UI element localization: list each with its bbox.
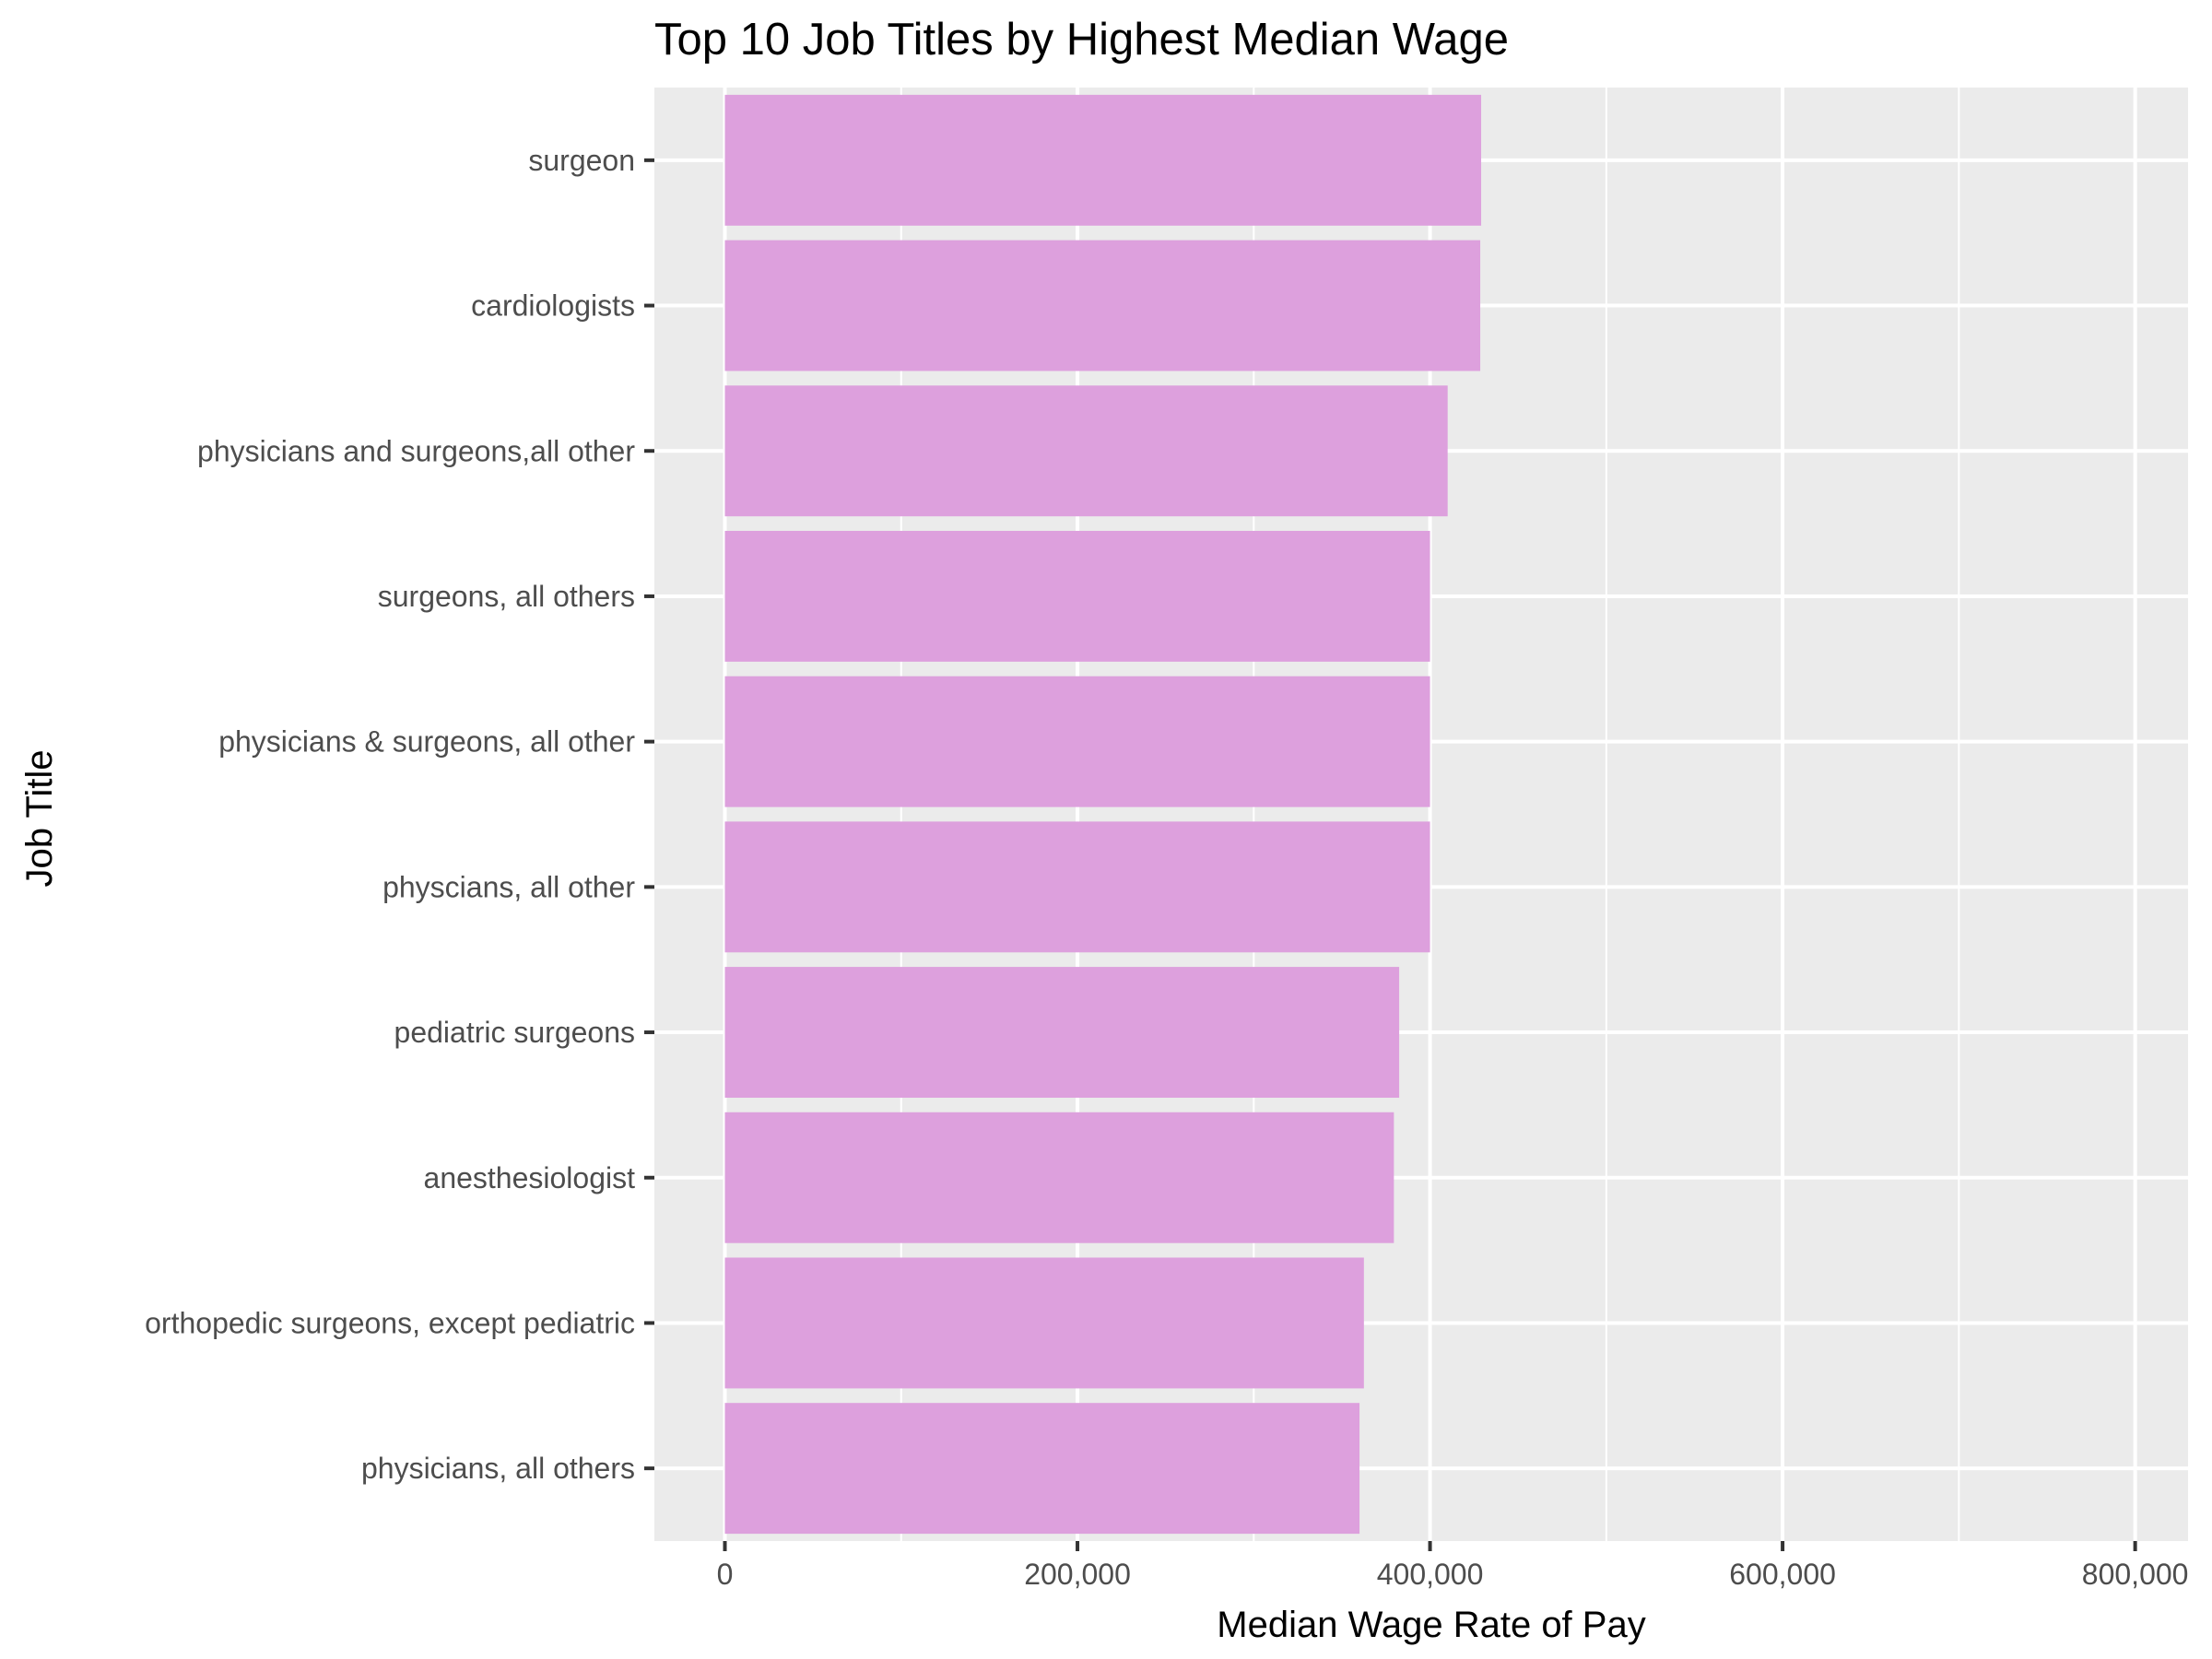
y-tick-label: orthopedic surgeons, except pediatric xyxy=(145,1306,635,1339)
bar xyxy=(724,1403,1360,1535)
y-tick-label: cardiologists xyxy=(471,289,635,323)
x-axis-title: Median Wage Rate of Pay xyxy=(1217,1605,1645,1645)
x-tick-label: 600,000 xyxy=(1729,1558,1836,1591)
chart-title: Top 10 Job Titles by Highest Median Wage xyxy=(654,15,1509,65)
bar xyxy=(724,385,1448,517)
bars xyxy=(724,94,1482,1535)
y-tick-label: surgeon xyxy=(528,144,635,177)
bar xyxy=(724,1257,1364,1389)
y-tick-label: physcians, all other xyxy=(382,870,635,903)
y-tick-label: physicians & surgeons, all other xyxy=(218,725,635,759)
bar xyxy=(724,821,1430,953)
y-tick-label: physicians, all others xyxy=(361,1452,635,1485)
y-axis-title: Job Title xyxy=(19,750,60,888)
x-tick-label: 800,000 xyxy=(2082,1558,2189,1591)
y-tick-label: pediatric surgeons xyxy=(394,1016,635,1049)
y-tick-label: physicians and surgeons,all other xyxy=(197,434,635,467)
y-tick-label: anesthesiologist xyxy=(424,1161,636,1194)
bar xyxy=(724,530,1430,662)
bar xyxy=(724,94,1482,226)
x-tick-label: 0 xyxy=(717,1558,734,1591)
x-axis: 0 200,000 400,000 600,000 800,000 xyxy=(717,1541,2189,1591)
y-axis: surgeon cardiologists physicians and surge… xyxy=(145,144,654,1485)
x-tick-label: 400,000 xyxy=(1377,1558,1484,1591)
x-tick-label: 200,000 xyxy=(1024,1558,1131,1591)
y-tick-label: surgeons, all others xyxy=(378,580,635,613)
bar xyxy=(724,1112,1394,1243)
bar xyxy=(724,967,1400,1099)
bar xyxy=(724,676,1430,807)
bar xyxy=(724,240,1481,371)
